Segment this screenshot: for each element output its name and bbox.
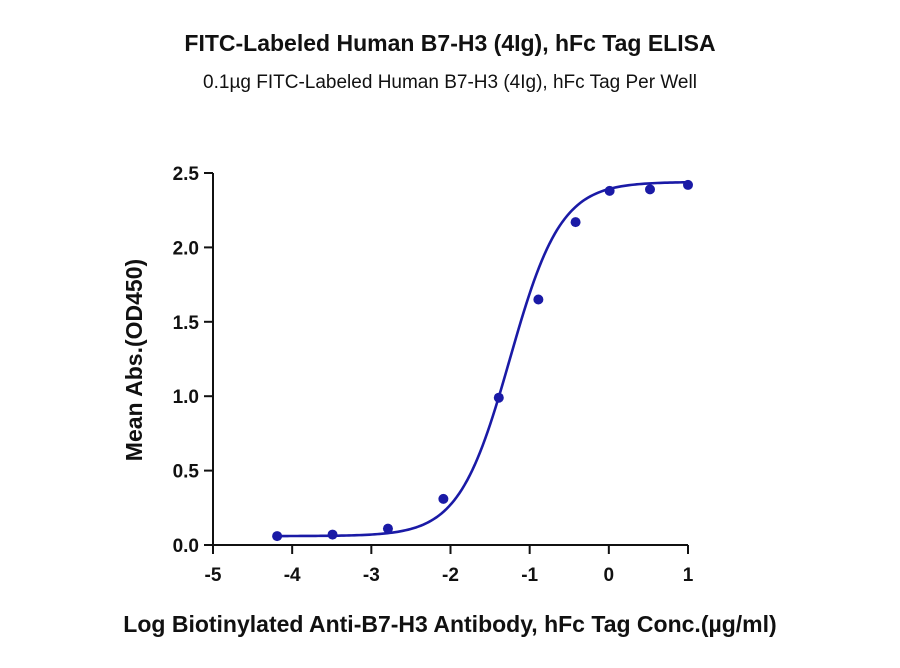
x-tick-label: -2 (442, 565, 459, 586)
y-tick-label: 0.0 (173, 536, 199, 557)
x-tick-label: 0 (604, 565, 615, 586)
x-tick-label: -5 (205, 565, 222, 586)
data-point (438, 493, 449, 504)
y-tick-label: 0.5 (173, 462, 200, 483)
data-point (327, 529, 338, 540)
data-point (604, 185, 615, 196)
fit-curve (277, 180, 689, 538)
x-tick-label: -1 (521, 565, 538, 586)
data-point (645, 184, 655, 195)
chart-title: FITC-Labeled Human B7-H3 (4Ig), hFc Tag … (184, 30, 716, 56)
x-axis-title: Log Biotinylated Anti-B7-H3 Antibody, hF… (123, 611, 776, 637)
data-point (493, 392, 504, 403)
y-tick-label: 1.0 (173, 387, 199, 408)
data-point (683, 179, 693, 190)
axes: 0.0 0.5 1.0 1.5 2.0 2.5 -5 -4 -3 -2 -1 0 1 (173, 164, 694, 586)
data-point (533, 294, 544, 305)
y-tick-label: 2.0 (173, 238, 199, 259)
x-tick-label: 1 (683, 565, 694, 586)
data-point (382, 523, 393, 534)
y-tick-label: 1.5 (173, 313, 200, 334)
fit-curve-layer (277, 180, 689, 538)
x-tick-label: -3 (363, 565, 380, 586)
data-point (272, 531, 283, 542)
data-point (570, 217, 581, 228)
data-points-layer (272, 179, 693, 542)
y-axis-title: Mean Abs.(OD450) (121, 259, 147, 461)
y-tick-label: 2.5 (173, 164, 200, 185)
chart-subtitle: 0.1µg FITC-Labeled Human B7-H3 (4Ig), hF… (203, 72, 697, 93)
x-tick-label: -4 (284, 565, 301, 586)
